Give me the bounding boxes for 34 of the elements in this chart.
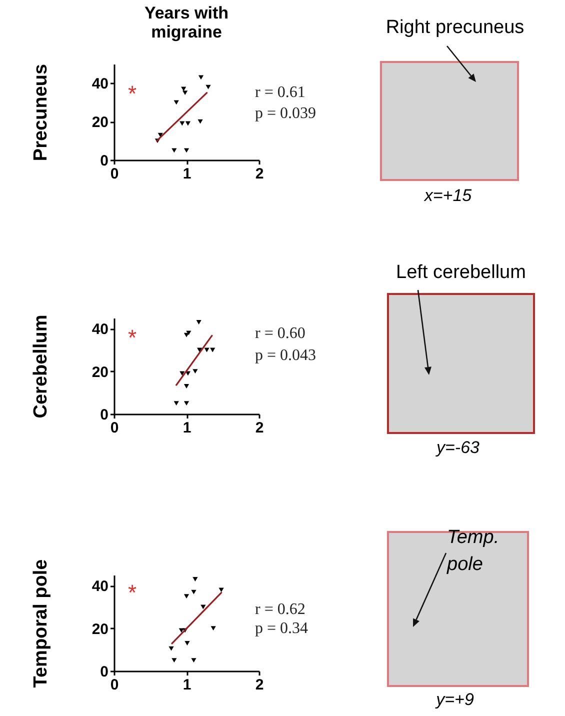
y-axis-title: Precuneus: [30, 64, 52, 162]
x-tick-label: 2: [255, 676, 264, 694]
annotation: *: [128, 580, 137, 605]
x-tick-label: 1: [182, 676, 192, 694]
x-tick-label: 1: [182, 166, 192, 182]
y-axis-title: Temporal pole: [30, 559, 52, 688]
annotation: *: [128, 81, 137, 106]
text: y=-63: [436, 438, 480, 458]
y-tick-label: 0: [100, 406, 108, 424]
annotation: r = 0.61: [255, 84, 306, 101]
annotation: p = 0.34: [255, 620, 308, 637]
y-tick-label: 20: [92, 620, 108, 638]
annotation: *: [128, 325, 137, 350]
text: Left cerebellum: [396, 262, 526, 284]
y-tick-label: 40: [92, 76, 108, 93]
y-tick-label: 0: [100, 664, 108, 680]
chart-title: Years with migraine: [144, 3, 229, 42]
annotation: r = 0.62: [255, 601, 306, 618]
y-tick-label: 0: [100, 152, 108, 170]
annotation: p = 0.043: [255, 347, 316, 364]
y-tick-label: 20: [92, 114, 108, 132]
y-tick-label: 40: [92, 321, 108, 338]
text: x=+15: [424, 186, 472, 206]
text: Right precuneus: [386, 17, 524, 39]
annotation: r = 0.60: [255, 325, 306, 342]
y-tick-label: 20: [92, 364, 108, 381]
x-tick-label: 2: [255, 420, 264, 436]
annotation: p = 0.039: [255, 105, 316, 122]
text: Temp. pole: [447, 526, 500, 577]
y-axis-title: Cerebellum: [30, 314, 52, 418]
x-tick-label: 2: [255, 166, 264, 182]
y-tick-label: 40: [92, 578, 108, 596]
text: y=+9: [436, 690, 474, 710]
x-tick-label: 1: [182, 420, 192, 436]
